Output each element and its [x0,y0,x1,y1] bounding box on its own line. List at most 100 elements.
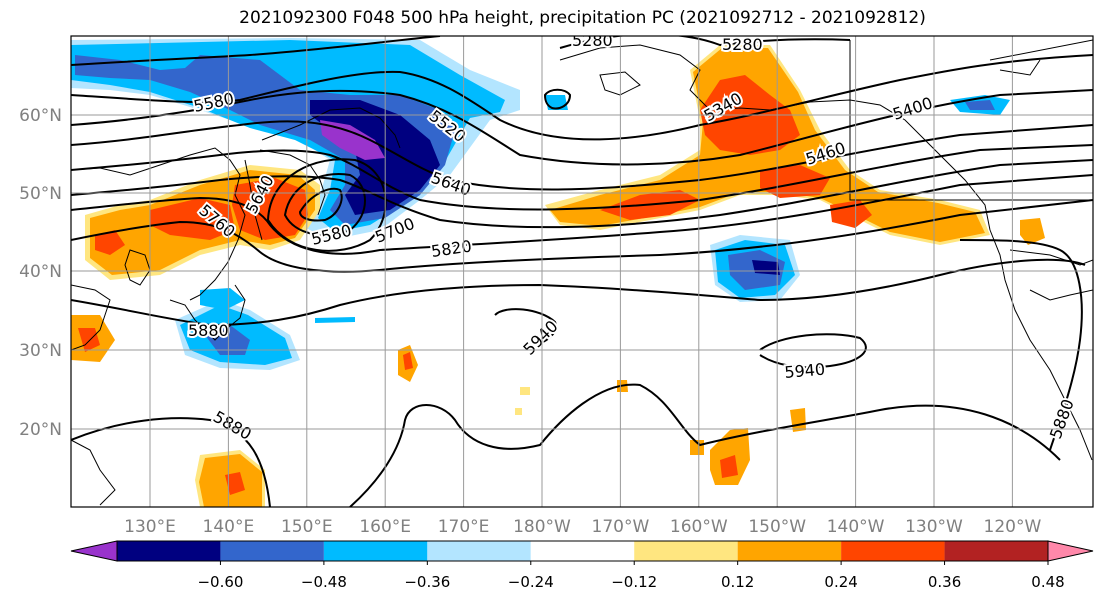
coastline [71,147,246,301]
coastline [124,249,151,286]
lon-label: 170°W [592,517,650,537]
contour-line [71,120,1093,191]
precip-shade [315,317,355,323]
lat-label: 40°N [19,262,62,282]
contour-line [71,258,1086,327]
contour-line [71,54,1093,141]
precip-shade [200,288,245,310]
colorbar [70,540,1094,562]
longitude-labels: 130°E 140°E 150°E 160°E 170°E 180°W 170°W 160°W… [124,517,1041,537]
colorbar-outline [116,540,1049,562]
colorbar-tick-label: −0.24 [508,573,554,591]
contour-label: 5880 [1046,397,1078,442]
colorbar-extend-right [1047,540,1094,562]
precip-shade [965,100,995,110]
colorbar-tick-label: −0.48 [301,573,347,591]
colorbar-tick-label: 0.24 [824,573,857,591]
precip-shade [520,387,530,395]
contour-label: 5880 [188,321,229,340]
contour-line [543,88,572,110]
coastline [71,439,116,506]
contour-line [494,308,557,346]
lon-label: 150°E [281,517,333,537]
lat-label: 20°N [19,420,62,440]
contour-label: 5400 [890,93,935,124]
coastline [244,159,263,241]
contour-line [759,333,867,369]
contour-line [71,144,1093,211]
height-contours [71,36,1093,507]
contour-line [71,159,1093,229]
coastline [989,39,1093,61]
lon-label: 120°W [984,517,1042,537]
colorbar-swatch [841,541,945,561]
precip-shade [403,352,413,370]
colorbar-tick-label: 0.12 [721,573,754,591]
precip-shade [1020,218,1045,245]
coastline [1029,289,1093,301]
contour-line [71,36,441,66]
coastline [989,229,1093,461]
colorbar-swatch [427,541,531,561]
lon-label: 130°E [124,517,176,537]
coastline [261,107,401,149]
colorbar-tick-label: −0.12 [611,573,657,591]
lat-label: 50°N [19,184,62,204]
colorbar-tick-label: 0.48 [1031,573,1064,591]
lon-label: 160°E [359,517,411,537]
colorbar-tick-label: −0.60 [197,573,243,591]
lon-label: 140°W [827,517,885,537]
contour-label: 5940 [784,360,826,382]
precip-shade [830,200,872,228]
precip-shade [720,455,738,478]
latitude-labels: 60°N 50°N 40°N 30°N 20°N [19,106,62,440]
lat-label: 60°N [19,106,62,126]
chart-title: 2021092300 F048 500 hPa height, precipit… [239,8,926,28]
colorbar-swatch [634,541,738,561]
contour-line [71,174,1093,255]
contour-line [71,417,271,507]
colorbar-swatch [737,541,842,561]
lon-label: 130°W [905,517,963,537]
contour-line [349,383,1061,507]
precip-shade [752,260,780,275]
precip-shade [320,120,385,160]
contour-label: 5820 [430,236,473,260]
precip-shade [95,230,125,255]
coastline [259,149,326,216]
colorbar-swatch [117,541,221,561]
gridlines [71,36,1093,507]
lon-label: 140°E [203,517,255,537]
contour-line [959,239,1083,451]
colorbar-extend-left [70,540,118,562]
contour-line [283,173,366,236]
map-frame [70,35,1094,508]
coastline [71,284,111,351]
contour-label: 5280 [722,35,763,54]
precip-shade [790,408,806,432]
lon-label: 150°W [748,517,806,537]
precip-shade [150,198,235,240]
coastline [999,59,1041,76]
precip-shade [710,428,750,485]
colorbar-tick-label: −0.36 [404,573,450,591]
colorbar-tick-labels: −0.60 −0.48 −0.36 −0.24 −0.12 0.12 0.24 0.36 0.4… [197,561,1065,591]
lon-label: 180°W [513,517,571,537]
contour-label: 5880 [210,407,255,444]
coastline [169,284,246,341]
contour-line [559,36,851,49]
colorbar-swatch [220,541,324,561]
contour-label: 5280 [572,31,613,50]
contour-line [71,199,1093,273]
precip-shade [225,472,245,495]
precip-shade [690,440,704,455]
contour-line [71,89,1093,166]
map-area: 5280 5280 5580 5520 5400 5340 5460 5640 … [71,31,1093,507]
colorbar-tick-label: 0.36 [928,573,961,591]
precip-shade [205,325,250,355]
coastline [849,40,1093,201]
lat-label: 30°N [19,341,62,361]
precip-shade [515,408,522,415]
contour-label: 5640 [429,168,474,200]
